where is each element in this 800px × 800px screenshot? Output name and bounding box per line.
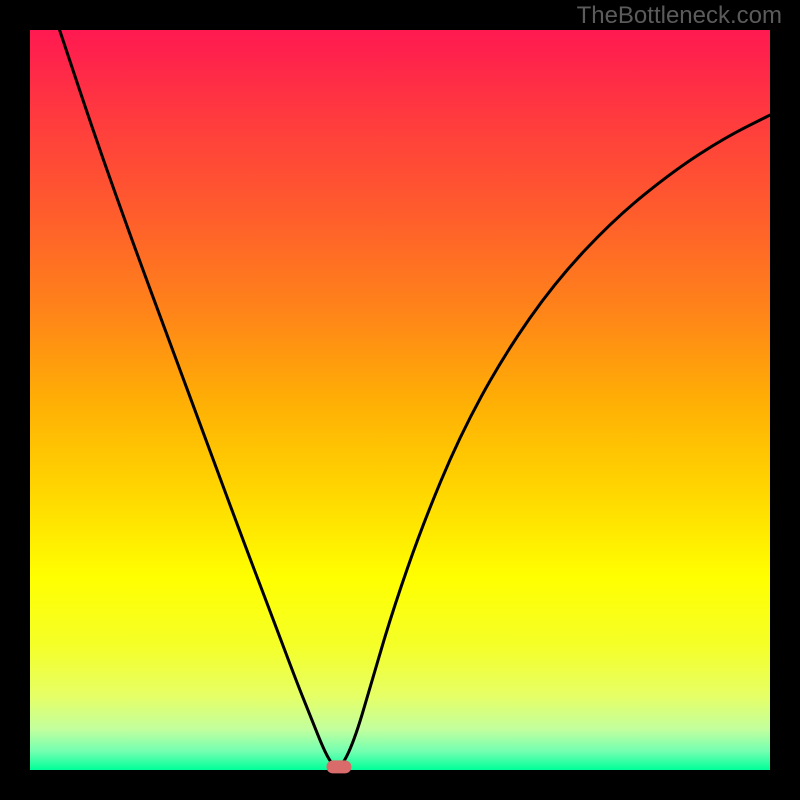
plot-area bbox=[30, 30, 770, 770]
bottleneck-curve bbox=[60, 30, 770, 766]
watermark-text: TheBottleneck.com bbox=[577, 2, 782, 30]
curve-layer bbox=[30, 30, 770, 770]
chart-frame: TheBottleneck.com bbox=[0, 0, 800, 800]
optimum-marker bbox=[326, 760, 351, 773]
